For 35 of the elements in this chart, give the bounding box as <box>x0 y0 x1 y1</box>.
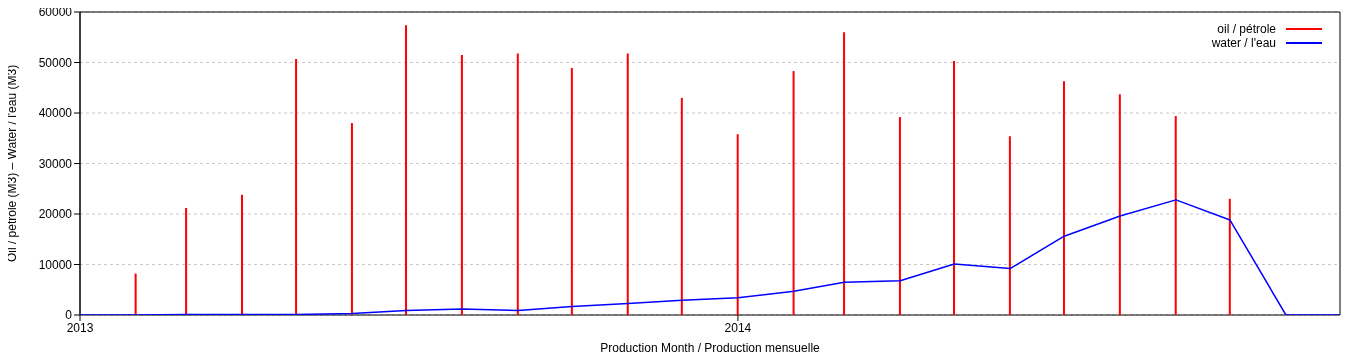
bar <box>626 53 629 315</box>
bar <box>134 273 137 315</box>
bar <box>1228 198 1231 315</box>
bar <box>1062 81 1065 315</box>
bar <box>680 97 683 315</box>
legend-label: water / l'eau <box>1211 36 1276 50</box>
y-tick-label: 40000 <box>38 106 73 121</box>
bar <box>1174 116 1177 315</box>
bar <box>185 207 188 315</box>
bar <box>792 71 795 315</box>
bar <box>898 117 901 315</box>
x-tick-label: 2014 <box>724 320 752 335</box>
y-tick-label: 60000 <box>38 5 73 20</box>
bar <box>241 194 243 315</box>
y-tick-label: 20000 <box>38 207 73 222</box>
x-tick-label: 2013 <box>66 320 94 335</box>
bar <box>843 32 846 315</box>
y-tick-label: 0 <box>65 308 73 323</box>
line-series <box>80 199 1340 315</box>
y-tick-label: 30000 <box>38 156 73 171</box>
bar <box>953 60 956 315</box>
bar <box>736 134 739 315</box>
x-axis-title: Production Month / Production mensuelle <box>600 341 821 355</box>
bar <box>460 54 463 315</box>
bar <box>295 58 298 315</box>
bar <box>350 123 353 315</box>
y-tick-label: 50000 <box>38 55 73 70</box>
y-tick-label: 10000 <box>38 257 73 272</box>
bar <box>1118 94 1121 315</box>
bar <box>405 25 408 315</box>
legend-label: oil / pétrole <box>1217 22 1276 36</box>
bar <box>1008 136 1011 315</box>
bar <box>516 53 519 315</box>
y-axis-title: Oil / pétrole (M3) – Water / l'eau (M3) <box>5 64 20 263</box>
bar <box>570 68 573 315</box>
